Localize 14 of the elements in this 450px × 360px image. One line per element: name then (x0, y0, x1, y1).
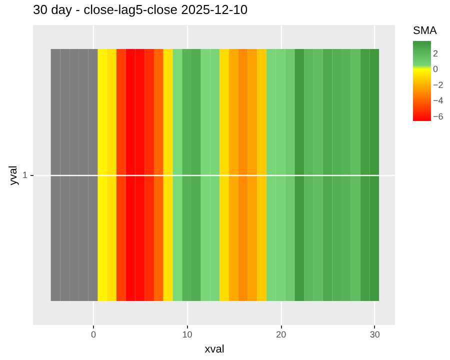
color-bar-label: −2 (433, 80, 444, 90)
color-bar-label: −6 (433, 111, 444, 122)
y-tick-label: 1 (22, 170, 28, 180)
y-axis-title: yval (7, 166, 20, 186)
x-axis-title: xval (204, 344, 224, 356)
x-tick-label: 0 (91, 330, 96, 340)
x-tick-label: 30 (370, 330, 380, 340)
chart-title: 30 day - close-lag5-close 2025-12-10 (33, 2, 248, 17)
x-tick-label: 10 (182, 330, 192, 340)
color-bar-label: −4 (433, 96, 444, 106)
color-bar-label: 0 (433, 64, 438, 74)
x-tick-label: 20 (276, 330, 286, 340)
color-bar-title: SMA (413, 25, 438, 37)
color-bar-label: 2 (433, 48, 438, 59)
